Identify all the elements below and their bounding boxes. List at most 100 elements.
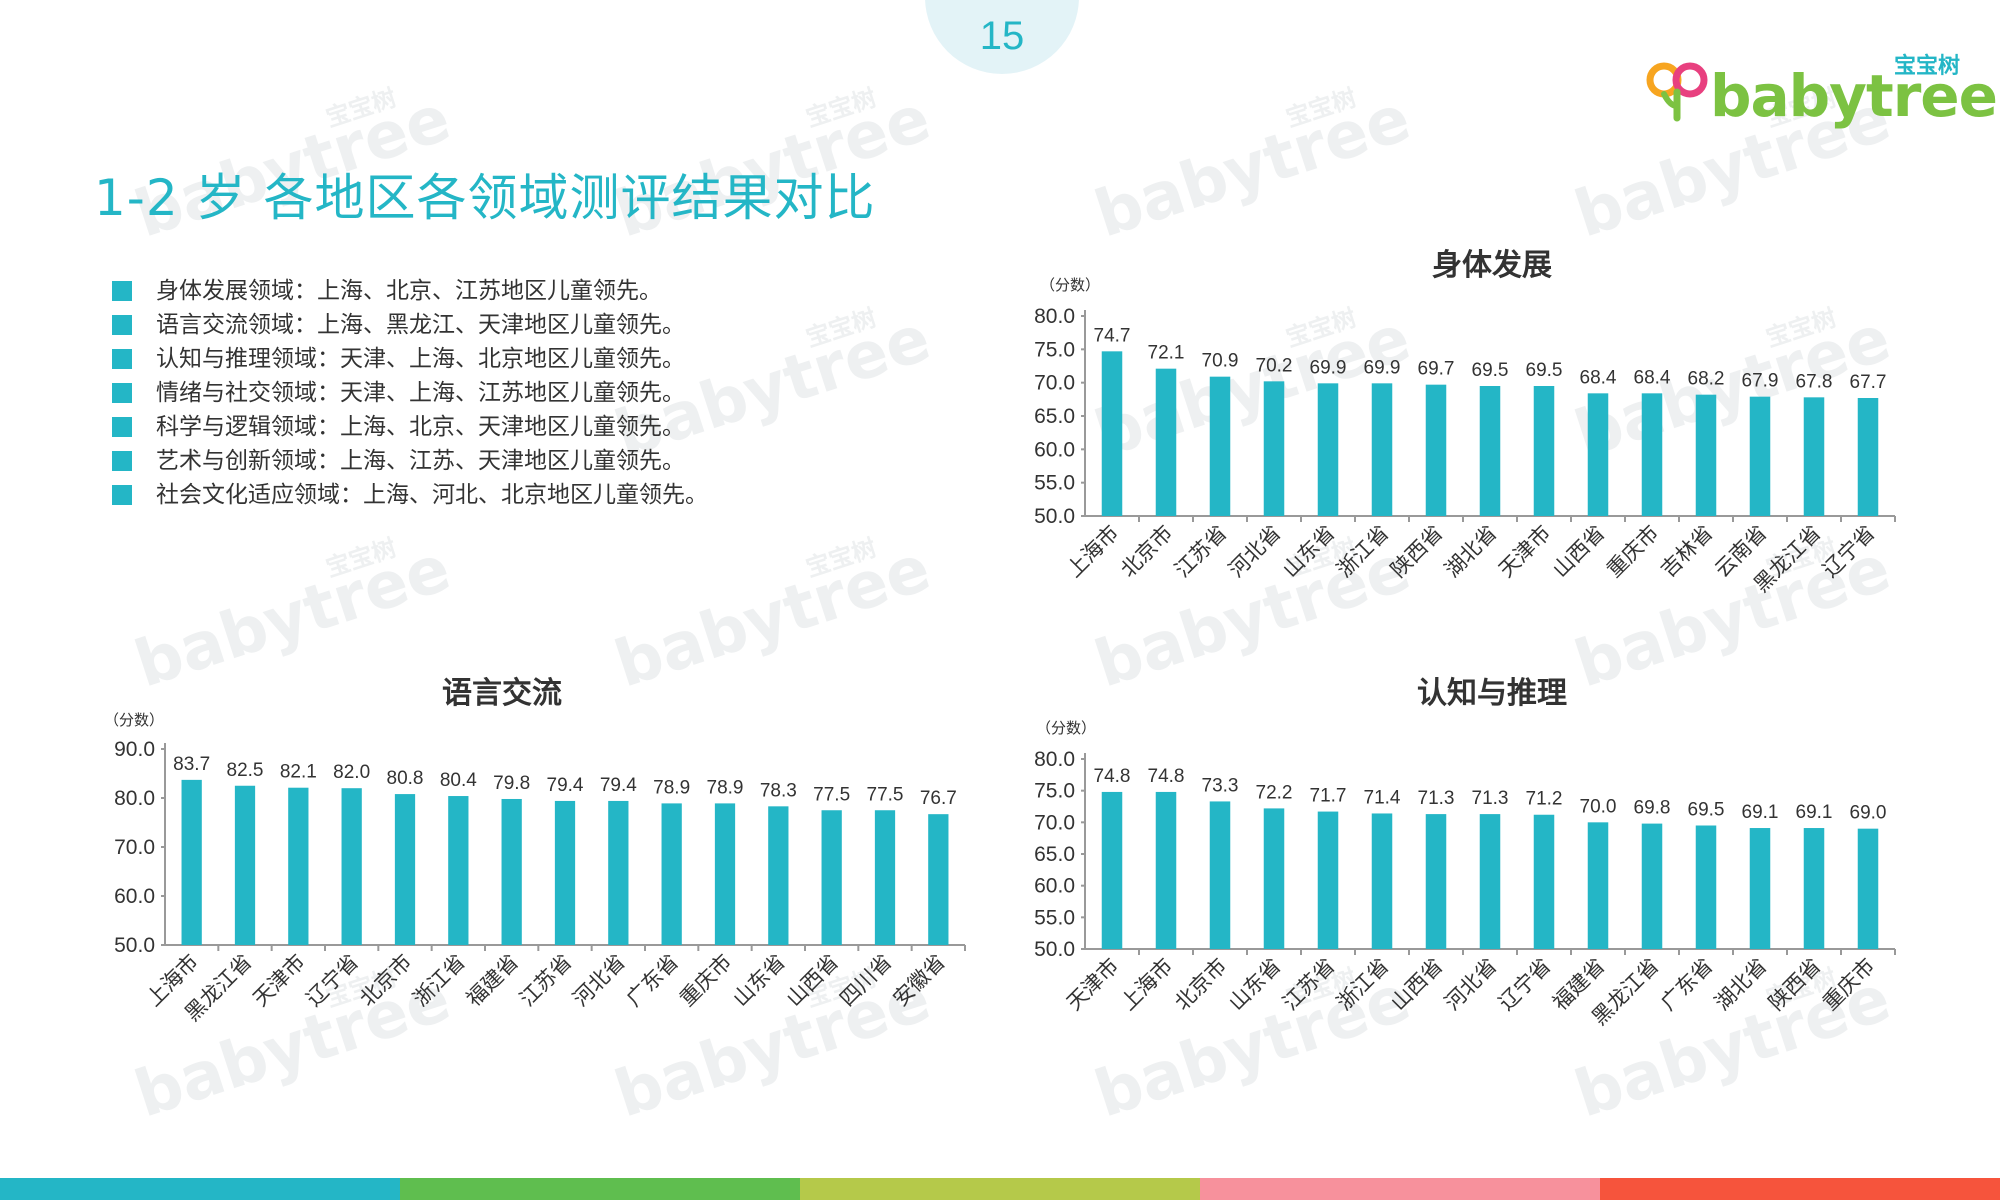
chart-title: 认知与推理 (1417, 676, 1567, 711)
bar (1695, 825, 1717, 949)
bar (1263, 381, 1285, 516)
footer-segment (800, 1178, 1200, 1200)
x-tick-label: 湖北省 (1440, 521, 1502, 583)
page-number: 15 (979, 14, 1025, 58)
square-bullet-icon (112, 315, 132, 335)
x-tick-label: 北京市 (1116, 521, 1178, 583)
square-bullet-icon (112, 349, 132, 369)
x-tick-label: 福建省 (462, 950, 524, 1012)
bar (1371, 383, 1393, 516)
y-tick-label: 80.0 (1034, 748, 1075, 771)
cognition-reasoning-chart: 认知与推理 （分数） 80.0 75.0 70.0 65.0 60.0 55.0 50.0 74.… (1034, 676, 1896, 1030)
x-tick-label: 山东省 (1278, 521, 1340, 583)
y-axis-unit-label: （分数） (1036, 719, 1096, 737)
data-label: 72.2 (1256, 782, 1293, 803)
bar (1209, 801, 1231, 949)
y-tick-label: 75.0 (1034, 780, 1075, 803)
data-label: 74.8 (1148, 766, 1185, 787)
x-tick-label: 吉林省 (1656, 521, 1718, 583)
bar (448, 796, 469, 945)
x-tick-label: 重庆市 (675, 950, 737, 1012)
bar (768, 806, 789, 945)
data-label: 69.1 (1796, 802, 1833, 823)
y-tick-label: 60.0 (1034, 438, 1075, 461)
data-label: 74.8 (1094, 766, 1131, 787)
bar (1425, 384, 1447, 516)
data-label: 71.4 (1364, 787, 1401, 808)
bar (714, 803, 736, 945)
y-tick-label: 55.0 (1034, 906, 1075, 929)
bar (341, 788, 362, 945)
data-label: 79.4 (547, 775, 584, 796)
x-tick-label: 四川省 (835, 950, 897, 1012)
data-label: 70.2 (1256, 355, 1293, 376)
bar (661, 803, 682, 945)
data-label: 83.7 (173, 754, 210, 775)
bar (181, 779, 202, 945)
x-tick-label: 北京市 (1170, 954, 1232, 1016)
data-label: 69.8 (1634, 798, 1671, 819)
x-tick-label: 安徽省 (888, 950, 950, 1012)
x-tick-label: 辽宁省 (1494, 954, 1556, 1016)
bar (1317, 811, 1339, 949)
x-tick-label: 山西省 (782, 950, 844, 1012)
data-label: 79.8 (493, 773, 530, 794)
y-tick-label: 60.0 (114, 885, 155, 908)
data-label: 69.7 (1418, 359, 1455, 380)
y-tick-label: 50.0 (1034, 938, 1075, 961)
y-tick-label: 65.0 (1034, 843, 1075, 866)
x-tick-label: 湖北省 (1710, 954, 1772, 1016)
data-label: 67.7 (1850, 372, 1887, 393)
data-label: 71.2 (1526, 789, 1563, 810)
footer-segment (1600, 1178, 2000, 1200)
x-tick-label: 辽宁省 (302, 950, 364, 1012)
x-tick-label: 山西省 (1386, 954, 1448, 1016)
data-label: 76.7 (920, 788, 957, 809)
watermark: babytree 宝宝树 (1086, 81, 1419, 253)
summary-item: 艺术与创新领域：上海、江苏、天津地区儿童领先。 (112, 444, 708, 478)
x-tick-label: 重庆市 (1602, 521, 1664, 583)
bar (234, 785, 256, 945)
x-tick-label: 浙江省 (408, 950, 470, 1012)
bar (1479, 814, 1501, 949)
physical-development-chart: 身体发展 （分数） 80.0 75.0 70.0 65.0 60.0 55.0 50.0 74.7… (1034, 248, 1896, 597)
data-label: 67.9 (1742, 371, 1779, 392)
y-tick-label: 80.0 (1034, 305, 1075, 328)
square-bullet-icon (112, 417, 132, 437)
summary-list: 身体发展领域：上海、北京、江苏地区儿童领先。 语言交流领域：上海、黑龙江、天津地… (112, 274, 708, 512)
data-label: 69.5 (1472, 360, 1509, 381)
y-tick-label: 70.0 (1034, 811, 1075, 834)
summary-item: 情绪与社交领域：天津、上海、江苏地区儿童领先。 (112, 376, 708, 410)
bar (1587, 822, 1609, 949)
data-label: 71.7 (1310, 786, 1347, 807)
y-tick-label: 55.0 (1034, 472, 1075, 495)
x-tick-label: 重庆市 (1818, 954, 1880, 1016)
bar (928, 814, 949, 945)
summary-item: 认知与推理领域：天津、上海、北京地区儿童领先。 (112, 342, 708, 376)
bar (1371, 813, 1393, 949)
bar (1803, 397, 1825, 516)
x-tick-label: 河北省 (1440, 954, 1502, 1016)
data-label: 68.4 (1634, 367, 1671, 388)
babytree-logo: 宝宝树 babytree (1640, 48, 1998, 130)
square-bullet-icon (112, 281, 132, 301)
y-tick-label: 60.0 (1034, 875, 1075, 898)
data-label: 73.3 (1202, 775, 1239, 796)
x-tick-label: 陕西省 (1386, 521, 1448, 583)
bar (501, 798, 522, 945)
data-label: 69.9 (1310, 357, 1347, 378)
logo-en-text: babytree (1710, 62, 1998, 130)
data-label: 82.0 (333, 762, 370, 783)
data-label: 71.3 (1472, 788, 1509, 809)
data-label: 77.5 (813, 784, 850, 805)
data-label: 68.2 (1688, 369, 1725, 390)
y-tick-label: 65.0 (1034, 405, 1075, 428)
data-label: 72.1 (1148, 343, 1185, 364)
bar (1533, 386, 1555, 516)
data-label: 69.5 (1688, 800, 1725, 821)
y-axis-unit-label: （分数） (1040, 276, 1100, 294)
y-tick-label: 50.0 (114, 934, 155, 957)
bar (1479, 386, 1501, 516)
x-tick-label: 广东省 (622, 950, 684, 1012)
tree-logo-icon (1646, 62, 1708, 122)
